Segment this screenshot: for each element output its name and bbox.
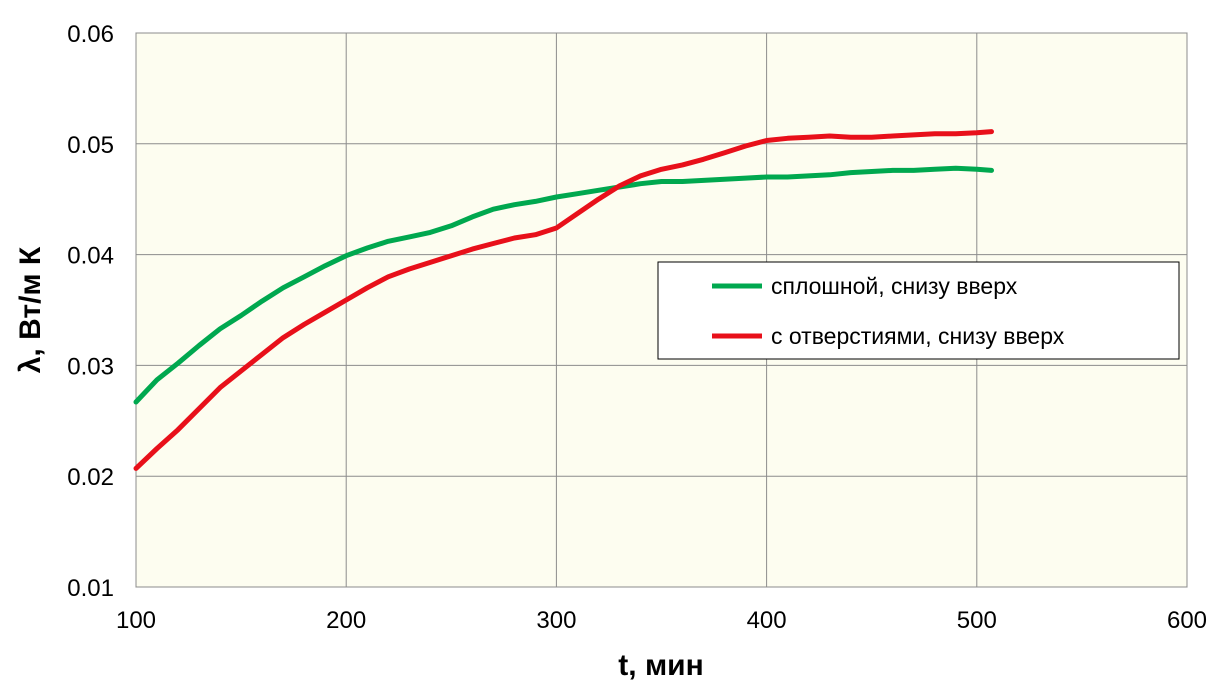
legend-label-series-2: с отверстиями, снизу вверх: [771, 323, 1065, 349]
y-axis-title: λ, Вт/м К: [14, 246, 47, 373]
x-tick-label: 400: [747, 607, 787, 634]
tick-labels: 100 200 300 400 500 600 0.01 0.02 0.03 0.04 0.05 0.…: [67, 21, 1207, 634]
y-tick-label: 0.06: [67, 21, 114, 48]
x-tick-label: 200: [326, 607, 366, 634]
x-tick-label: 500: [957, 607, 997, 634]
x-tick-label: 300: [536, 607, 576, 634]
grid: [135, 32, 1188, 588]
y-tick-label: 0.02: [67, 464, 114, 491]
legend: сплошной, снизу вверх с отверстиями, сни…: [657, 261, 1180, 360]
x-tick-label: 600: [1167, 607, 1207, 634]
y-tick-label: 0.05: [67, 132, 114, 159]
y-tick-label: 0.03: [67, 353, 114, 380]
series-line-1: [133, 165, 994, 405]
y-tick-label: 0.04: [67, 243, 114, 270]
legend-box: [657, 261, 1180, 360]
legend-label-series-1: сплошной, снизу вверх: [771, 273, 1018, 299]
x-axis-title: t, мин: [618, 649, 703, 682]
y-tick-label: 0.01: [67, 575, 114, 602]
x-tick-label: 100: [116, 607, 156, 634]
series-layer: [133, 129, 994, 471]
series-line-2: [133, 129, 994, 471]
